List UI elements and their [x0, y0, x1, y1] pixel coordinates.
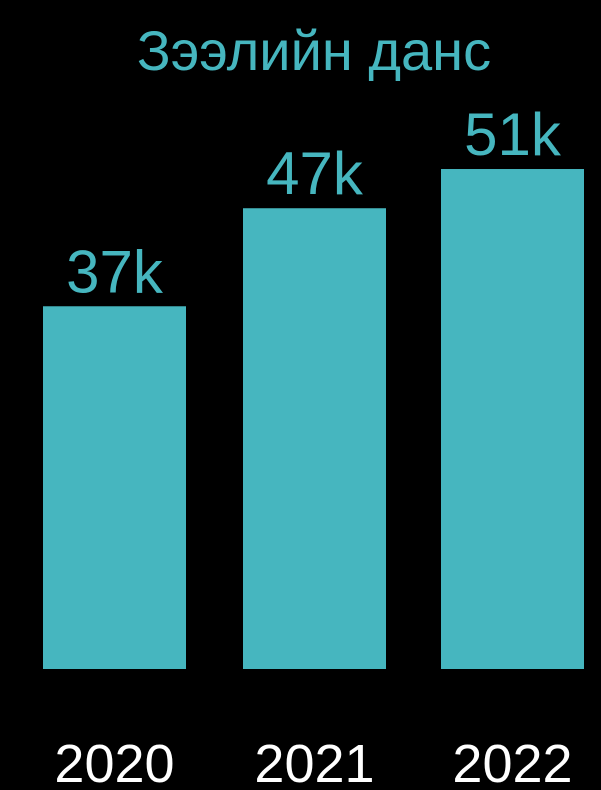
x-tick-label-2021: 2021 — [254, 734, 374, 790]
x-axis-tick-labels: 2020 2021 2022 — [54, 734, 572, 790]
bar-2020 — [43, 306, 186, 669]
data-label-2021: 47k — [266, 140, 364, 207]
chart-title: Зээлийн данс — [137, 19, 491, 82]
bar-2022 — [441, 169, 584, 669]
bars-layer — [43, 169, 584, 669]
data-label-2022: 51k — [464, 101, 562, 168]
data-labels-layer: 37k 47k 51k — [66, 101, 562, 305]
data-label-2020: 37k — [66, 238, 164, 305]
bar-2021 — [243, 208, 386, 669]
x-tick-label-2020: 2020 — [54, 734, 174, 790]
x-tick-label-2022: 2022 — [452, 734, 572, 790]
